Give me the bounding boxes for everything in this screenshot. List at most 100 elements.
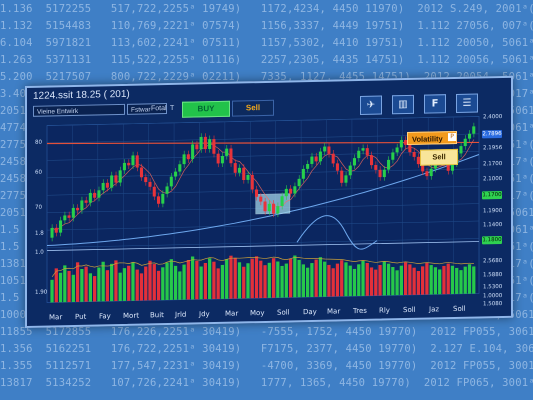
- candle: [344, 175, 348, 183]
- volume-bar: [335, 263, 340, 297]
- right-axis-label: 1.5880: [483, 272, 503, 279]
- candle: [191, 144, 195, 160]
- ticker-row: 11855 5172855 176,226,2251ᵃ 30419) -7555…: [0, 326, 533, 338]
- candle: [50, 227, 54, 238]
- volume-bar: [156, 270, 161, 301]
- x-axis-label: Mar: [225, 309, 239, 318]
- volume-bar: [80, 268, 84, 302]
- volume-bar: [58, 272, 63, 303]
- left-axis-label: 1.0: [35, 249, 44, 256]
- candle: [199, 136, 203, 150]
- grid-line: [47, 151, 479, 161]
- volume-bar: [131, 262, 135, 301]
- volume-bar: [118, 272, 122, 302]
- candle: [233, 163, 237, 173]
- price-chart[interactable]: [27, 78, 511, 326]
- volume-bar: [165, 262, 169, 301]
- price-tag: 2.7896: [482, 130, 502, 139]
- volume-bar: [148, 260, 152, 301]
- volume-bar: [110, 263, 114, 302]
- ticker-row: 1.136 5172255 517,722,2255ᵃ 19749) 1172,…: [0, 3, 533, 15]
- volume-bar: [190, 256, 195, 300]
- sell-signal-tag[interactable]: Sell: [420, 148, 458, 166]
- candle: [114, 175, 118, 183]
- x-axis-label: Soll: [277, 308, 290, 317]
- left-axis-label: 80: [35, 139, 42, 146]
- candle: [446, 163, 450, 171]
- candle: [450, 163, 455, 171]
- candle: [467, 133, 472, 139]
- ticker-row: 1.356 5162251 176,722,2251ᵃ 30419) F7175…: [0, 343, 533, 355]
- candle: [463, 138, 467, 147]
- volume-bar: [54, 268, 58, 303]
- candle: [378, 169, 382, 178]
- candle: [97, 190, 101, 198]
- candle: [220, 155, 224, 164]
- volume-bar: [421, 266, 425, 295]
- volume-bar: [425, 262, 429, 295]
- volume-bar: [442, 265, 446, 295]
- candle: [229, 148, 233, 164]
- x-axis-label: Soll: [453, 304, 466, 314]
- volume-bar: [246, 263, 250, 299]
- volume-bar: [344, 262, 348, 297]
- candle: [80, 200, 84, 211]
- ticker-row: 1.355 5112571 177,547,2231ᵃ 30419) -4700…: [0, 360, 533, 372]
- candle: [387, 159, 391, 170]
- candle: [165, 186, 169, 194]
- volume-bar: [412, 267, 416, 295]
- candle: [370, 155, 374, 166]
- candle: [301, 168, 305, 179]
- candle: [76, 207, 80, 211]
- volume-bar: [173, 265, 178, 300]
- candle: [412, 151, 416, 157]
- volume-bar: [403, 262, 408, 296]
- candle: [216, 153, 220, 164]
- candle: [459, 146, 463, 154]
- volume-bar: [67, 270, 71, 303]
- candle: [186, 154, 190, 160]
- candle: [178, 164, 182, 172]
- right-axis-label: 2.1700: [483, 161, 503, 168]
- trading-window: 1224.ssit 18.25 ( 201) Vieine Entwirk Fs…: [25, 75, 513, 328]
- volume-bar: [161, 267, 165, 301]
- volume-bar: [114, 260, 118, 302]
- right-axis-label: 1.5300: [483, 284, 503, 291]
- volume-bar: [450, 265, 455, 295]
- volume-bar: [382, 261, 386, 296]
- volume-bar: [314, 259, 318, 297]
- right-axis-label: 2.4000: [483, 114, 503, 121]
- candle: [335, 163, 339, 171]
- volume-bar: [93, 276, 97, 302]
- volume-bar: [348, 265, 352, 297]
- candle: [148, 181, 152, 187]
- candle: [352, 158, 357, 166]
- volume-bar: [84, 266, 88, 302]
- panel-divider: [47, 241, 479, 251]
- volume-bar: [71, 274, 75, 303]
- volume-bar: [284, 263, 288, 298]
- volatility-chip: P: [448, 132, 456, 142]
- candle: [404, 139, 408, 145]
- candle: [93, 192, 97, 198]
- volume-bar: [310, 263, 314, 298]
- volume-bar: [233, 257, 237, 299]
- volume-bar: [135, 269, 139, 301]
- candle: [259, 196, 263, 202]
- ticker-row: 1.263 5371131 115,522,2255ᵃ 01116) 2257,…: [0, 54, 533, 66]
- volume-bar: [357, 264, 361, 297]
- candle: [118, 170, 122, 183]
- volume-bar: [50, 279, 54, 303]
- x-axis-label: Buit: [150, 311, 164, 320]
- right-axis-label: 2.5680: [483, 258, 503, 265]
- volume-bar: [361, 260, 365, 296]
- candle: [242, 167, 246, 181]
- candle: [122, 162, 126, 171]
- volume-bar: [195, 260, 199, 300]
- volume-bar: [369, 267, 374, 296]
- candle: [127, 162, 131, 166]
- volume-bar: [318, 257, 323, 297]
- candle: [421, 163, 425, 172]
- moving-average: [51, 139, 475, 231]
- candle: [310, 156, 314, 164]
